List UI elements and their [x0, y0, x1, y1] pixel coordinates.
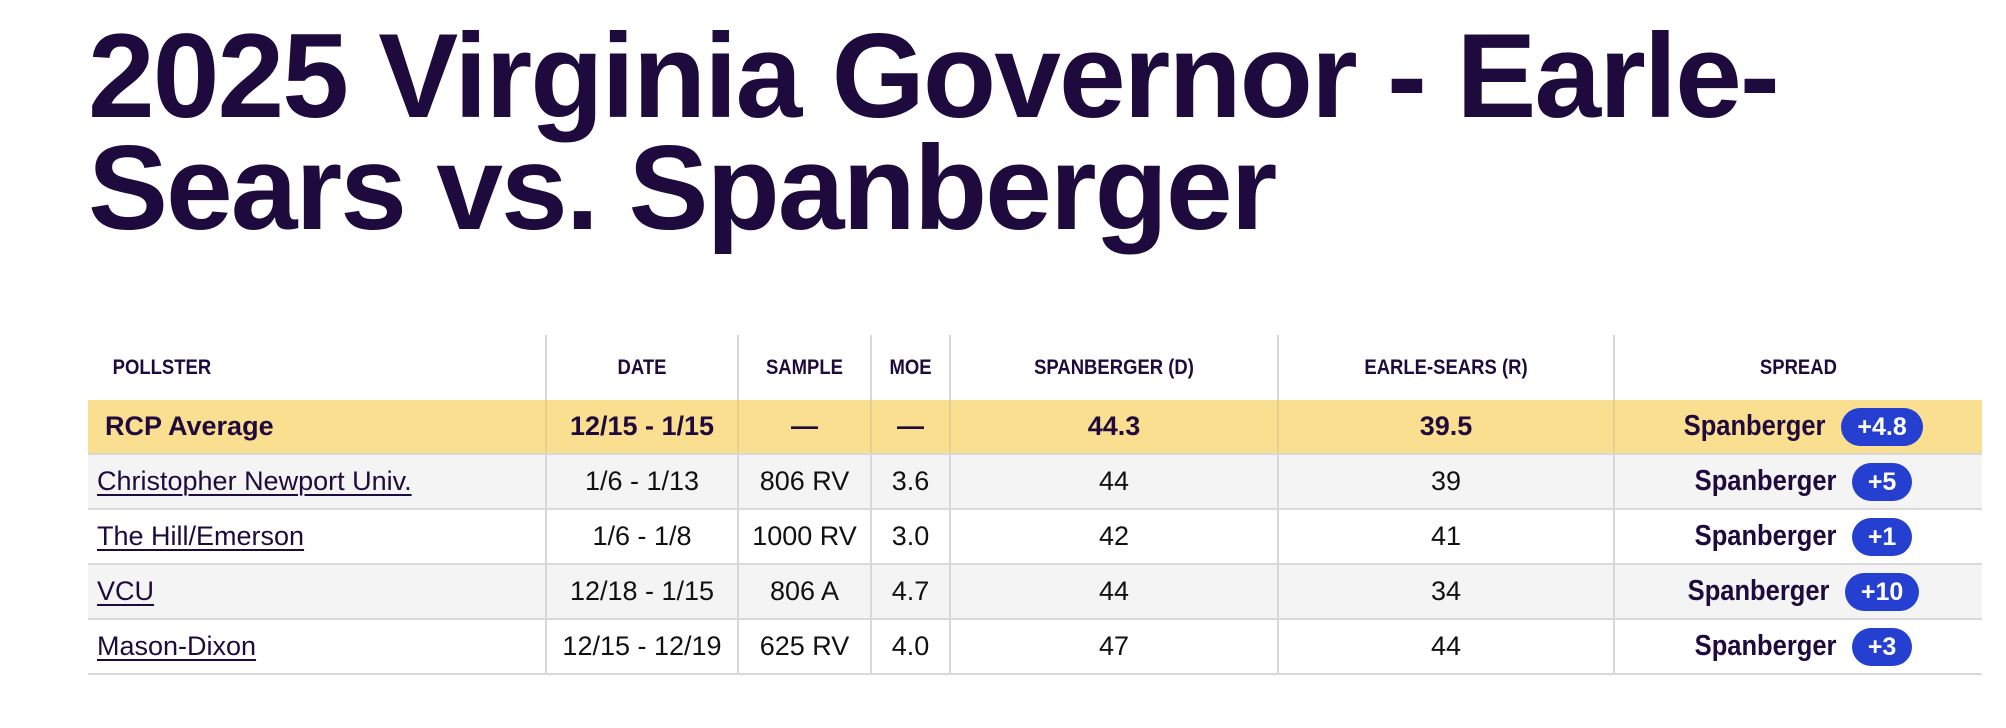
header-sample[interactable]: SAMPLE: [745, 335, 864, 400]
date-cell: 1/6 - 1/13: [546, 454, 739, 510]
table-header-row: POLLSTER DATE SAMPLE MOE SPANBERGER (D) …: [88, 335, 1982, 400]
average-spanberger: 44.3: [950, 400, 1279, 455]
table-row: Mason-Dixon 12/15 - 12/19 625 RV 4.0 47 …: [88, 619, 1982, 675]
pollster-cell: Mason-Dixon: [88, 619, 547, 675]
spread-badge: +10: [1844, 572, 1920, 611]
rcp-average-row: RCP Average 12/15 - 1/15 — — 44.3 39.5 S…: [88, 400, 1982, 455]
average-sample: —: [738, 400, 872, 455]
pollster-link[interactable]: Christopher Newport Univ.: [97, 466, 412, 496]
sample-cell: 625 RV: [738, 619, 872, 675]
table-row: VCU 12/18 - 1/15 806 A 4.7 44 34 Spanber…: [88, 564, 1982, 620]
spread-badge: +3: [1851, 627, 1913, 666]
header-spanberger[interactable]: SPANBERGER (D): [969, 335, 1260, 400]
earle-sears-cell: 41: [1278, 509, 1615, 565]
pollster-cell: The Hill/Emerson: [88, 509, 547, 565]
header-pollster[interactable]: POLLSTER: [88, 335, 492, 400]
spread-badge: +1: [1851, 517, 1913, 556]
spanberger-cell: 42: [950, 509, 1279, 565]
average-pollster: RCP Average: [88, 400, 547, 455]
spread-cell: Spanberger +10: [1614, 564, 1982, 620]
date-cell: 12/18 - 1/15: [546, 564, 739, 620]
pollster-cell: Christopher Newport Univ.: [88, 454, 547, 510]
date-cell: 12/15 - 12/19: [546, 619, 739, 675]
spanberger-cell: 44: [950, 564, 1279, 620]
spread-leader: Spanberger: [1694, 630, 1837, 662]
spanberger-cell: 47: [950, 619, 1279, 675]
header-date[interactable]: DATE: [557, 335, 728, 400]
average-earle-sears: 39.5: [1278, 400, 1615, 455]
sample-cell: 806 RV: [738, 454, 872, 510]
moe-cell: 3.6: [871, 454, 951, 510]
spread-leader: Spanberger: [1694, 465, 1837, 497]
moe-cell: 4.7: [871, 564, 951, 620]
moe-cell: 4.0: [871, 619, 951, 675]
spread-badge: +4.8: [1841, 407, 1923, 446]
moe-cell: 3.0: [871, 509, 951, 565]
spread-leader: Spanberger: [1694, 520, 1837, 552]
average-date: 12/15 - 1/15: [546, 400, 739, 455]
spread-cell: Spanberger +1: [1614, 509, 1982, 565]
spread-cell: Spanberger +5: [1614, 454, 1982, 510]
spread-cell: Spanberger +3: [1614, 619, 1982, 675]
header-spread[interactable]: SPREAD: [1759, 355, 1837, 379]
spread-leader: Spanberger: [1683, 410, 1826, 442]
sample-cell: 806 A: [738, 564, 872, 620]
average-moe: —: [871, 400, 951, 455]
spread-badge: +5: [1851, 462, 1913, 501]
table-row: The Hill/Emerson 1/6 - 1/8 1000 RV 3.0 4…: [88, 509, 1982, 565]
earle-sears-cell: 34: [1278, 564, 1615, 620]
average-spread: Spanberger +4.8: [1614, 400, 1982, 455]
pollster-link[interactable]: Mason-Dixon: [97, 631, 257, 661]
polls-table: POLLSTER DATE SAMPLE MOE SPANBERGER (D) …: [88, 335, 1982, 675]
pollster-cell: VCU: [88, 564, 547, 620]
page-title: 2025 Virginia Governor - Earle-Sears vs.…: [88, 9, 1780, 255]
spread-leader: Spanberger: [1687, 575, 1830, 607]
header-earle-sears[interactable]: EARLE-SEARS (R): [1298, 335, 1595, 400]
pollster-link[interactable]: The Hill/Emerson: [97, 521, 305, 551]
table-row: Christopher Newport Univ. 1/6 - 1/13 806…: [88, 454, 1982, 510]
earle-sears-cell: 39: [1278, 454, 1615, 510]
sample-cell: 1000 RV: [738, 509, 872, 565]
earle-sears-cell: 44: [1278, 619, 1615, 675]
pollster-link[interactable]: VCU: [97, 576, 155, 606]
date-cell: 1/6 - 1/8: [546, 509, 739, 565]
spanberger-cell: 44: [950, 454, 1279, 510]
header-moe[interactable]: MOE: [875, 335, 947, 400]
